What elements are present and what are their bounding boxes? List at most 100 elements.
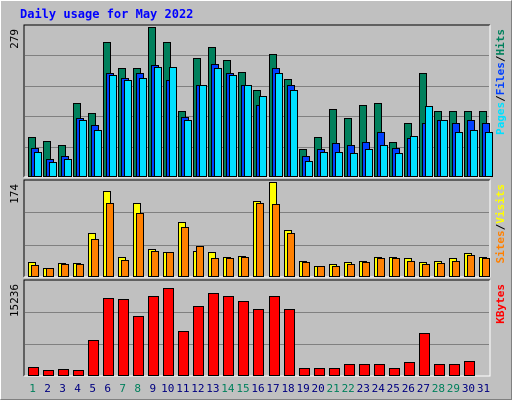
bar-kbytes-day-7 [118, 299, 129, 376]
bar-kbytes-day-2 [43, 370, 54, 376]
bar-pages-day-26 [410, 136, 418, 177]
bar-pages-day-15 [244, 85, 252, 177]
bar-kbytes-day-28 [434, 364, 445, 376]
bar-sites-day-26 [407, 261, 415, 277]
x-tick-label-day-20: 20 [312, 382, 325, 395]
legend: KBytes [494, 284, 507, 324]
bar-sites-day-8 [136, 213, 144, 277]
x-tick-label-day-29: 29 [447, 382, 460, 395]
x-tick-label-day-22: 22 [342, 382, 355, 395]
x-tick-label-day-1: 1 [29, 382, 36, 395]
x-tick-label-day-11: 11 [176, 382, 189, 395]
bar-kbytes-day-17 [269, 296, 280, 376]
panel-kbytes: 15236 KBytes [8, 279, 507, 377]
x-tick-label-day-27: 27 [417, 382, 430, 395]
bar-sites-day-17 [272, 204, 280, 277]
bar-kbytes-day-16 [253, 309, 264, 376]
bar-sites-day-15 [241, 257, 249, 277]
y-max-label: 279 [8, 29, 21, 49]
bar-sites-day-20 [317, 266, 325, 277]
x-tick-label-day-9: 9 [149, 382, 156, 395]
x-tick-label-day-30: 30 [462, 382, 475, 395]
bar-pages-day-10 [169, 67, 177, 177]
x-tick-label-day-5: 5 [89, 382, 96, 395]
y-max-label: 15236 [8, 284, 21, 317]
bar-pages-day-30 [470, 130, 478, 177]
bar-kbytes-day-4 [73, 370, 84, 376]
bar-pages-day-6 [109, 75, 117, 177]
legend-entry-files: Files [494, 62, 507, 95]
bar-pages-day-24 [380, 145, 388, 177]
bar-kbytes-day-26 [404, 362, 415, 376]
x-tick-label-day-18: 18 [281, 382, 294, 395]
bar-pages-day-3 [64, 159, 72, 177]
bar-pages-day-17 [275, 73, 283, 177]
bar-sites-day-31 [482, 258, 490, 277]
bar-sites-day-18 [287, 233, 295, 277]
x-tick-label-day-10: 10 [161, 382, 174, 395]
bar-kbytes-day-10 [163, 288, 174, 376]
bar-kbytes-day-14 [223, 296, 234, 376]
bar-pages-day-23 [365, 149, 373, 177]
bar-pages-day-22 [350, 153, 358, 177]
legend-separator: / [494, 95, 507, 102]
bar-kbytes-day-11 [178, 331, 189, 376]
x-tick-label-day-16: 16 [251, 382, 264, 395]
bar-kbytes-day-20 [314, 368, 325, 376]
bar-sites-day-1 [31, 265, 39, 277]
bar-sites-day-13 [211, 258, 219, 277]
bar-sites-day-25 [392, 258, 400, 277]
bar-pages-day-20 [320, 152, 328, 177]
panel-visits-sites: 174 Sites/Visits [8, 179, 507, 278]
bar-kbytes-day-8 [133, 316, 144, 376]
bar-kbytes-day-25 [389, 368, 400, 376]
bar-sites-day-28 [437, 263, 445, 277]
bar-kbytes-day-15 [238, 301, 249, 376]
bar-sites-day-21 [332, 266, 340, 277]
plot-border-dark [23, 279, 490, 376]
bar-kbytes-day-23 [359, 364, 370, 376]
bar-sites-day-10 [166, 252, 174, 277]
bar-kbytes-day-12 [193, 306, 204, 376]
bar-pages-day-16 [259, 96, 267, 177]
x-tick-label-day-12: 12 [191, 382, 204, 395]
bar-pages-day-27 [425, 106, 433, 177]
legend-entry-kbytes: KBytes [494, 284, 507, 324]
legend-entry-hits: Hits [494, 29, 507, 56]
bar-kbytes-day-9 [148, 296, 159, 376]
bar-kbytes-day-6 [103, 298, 114, 376]
bar-kbytes-day-19 [299, 368, 310, 376]
bar-pages-day-1 [34, 152, 42, 177]
bar-sites-day-7 [121, 260, 129, 277]
chart-title: Daily usage for May 2022 [20, 7, 193, 21]
bar-kbytes-day-24 [374, 364, 385, 376]
bar-pages-day-9 [154, 67, 162, 177]
x-tick-label-day-15: 15 [236, 382, 249, 395]
bar-sites-day-19 [302, 262, 310, 277]
bar-kbytes-day-27 [419, 333, 430, 376]
bar-sites-day-3 [61, 264, 69, 277]
x-tick-label-day-26: 26 [402, 382, 415, 395]
x-tick-label-day-14: 14 [221, 382, 235, 395]
x-tick-label-day-17: 17 [266, 382, 279, 395]
bar-sites-day-29 [452, 261, 460, 277]
x-tick-label-day-8: 8 [134, 382, 141, 395]
bar-kbytes-day-21 [329, 368, 340, 376]
x-tick-label-day-25: 25 [387, 382, 400, 395]
bar-kbytes-day-5 [88, 340, 99, 376]
bar-pages-day-12 [199, 85, 207, 177]
bar-kbytes-day-29 [449, 364, 460, 376]
plot-border-dark [23, 24, 490, 177]
bar-kbytes-day-3 [58, 369, 69, 376]
legend-entry-visits: Visits [494, 184, 507, 224]
y-max-label: 174 [8, 184, 21, 204]
bar-pages-day-19 [305, 161, 313, 177]
x-tick-label-day-21: 21 [327, 382, 340, 395]
x-tick-label-day-24: 24 [372, 382, 386, 395]
bar-sites-day-16 [256, 203, 264, 277]
bar-sites-day-2 [46, 268, 54, 277]
bar-kbytes-day-22 [344, 364, 355, 376]
